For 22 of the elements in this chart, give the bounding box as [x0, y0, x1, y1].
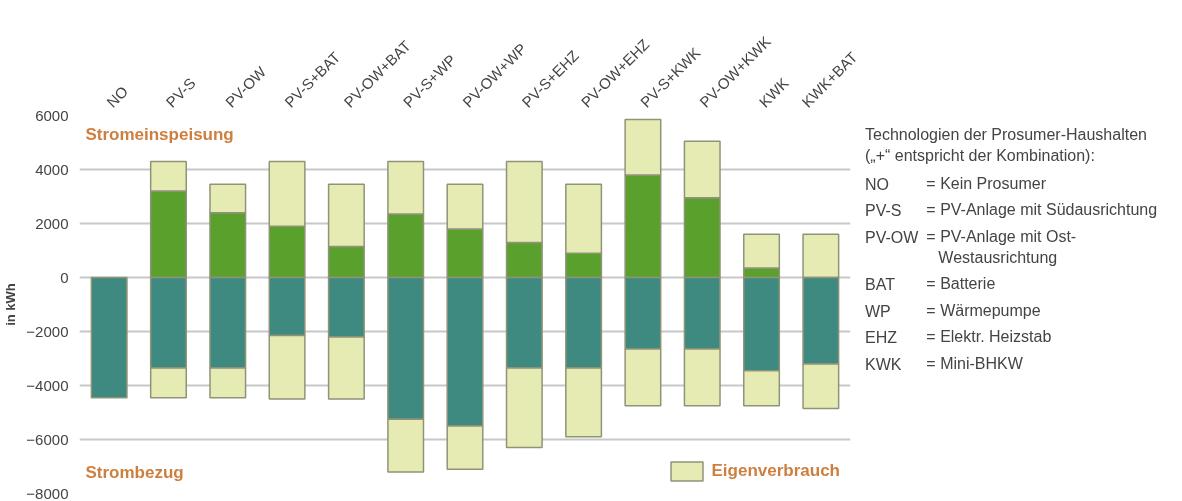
text: Technologien der Prosumer-Haushalten („+“ entspricht der Kombination):: [865, 125, 1148, 166]
y-axis-title: in kWh: [3, 283, 19, 326]
y-tick-label: −8000: [26, 484, 69, 501]
y-tick-label: 6000: [35, 106, 69, 124]
text: NO = Kein Prosumer: [865, 174, 1046, 193]
text: PV-S = PV-Anlage mit Südausrichtung: [865, 201, 1158, 220]
legend-label: Eigenverbrauch: [711, 461, 840, 481]
y-tick-label: 4000: [35, 160, 69, 178]
annotation: Strombezug: [85, 462, 184, 482]
y-tick-label: −2000: [26, 322, 69, 340]
text: EHZ = Elektr. Heizstab: [865, 328, 1052, 347]
text: KWK = Mini-BHKW: [865, 355, 1023, 374]
text: WP = Wärmepumpe: [865, 301, 1041, 320]
y-tick-label: −4000: [26, 376, 69, 394]
annotation: Stromeinspeisung: [85, 124, 234, 144]
y-tick-label: 2000: [35, 214, 69, 232]
y-tick-label: 0: [60, 268, 69, 286]
text: PV-OW = PV-Anlage mit Ost-Westausrichtung: [865, 227, 1078, 268]
bar: [90, 276, 128, 399]
text: BAT = Batterie: [865, 274, 996, 293]
x-tick-label: NO: [103, 82, 132, 111]
y-tick-label: −6000: [26, 430, 69, 448]
